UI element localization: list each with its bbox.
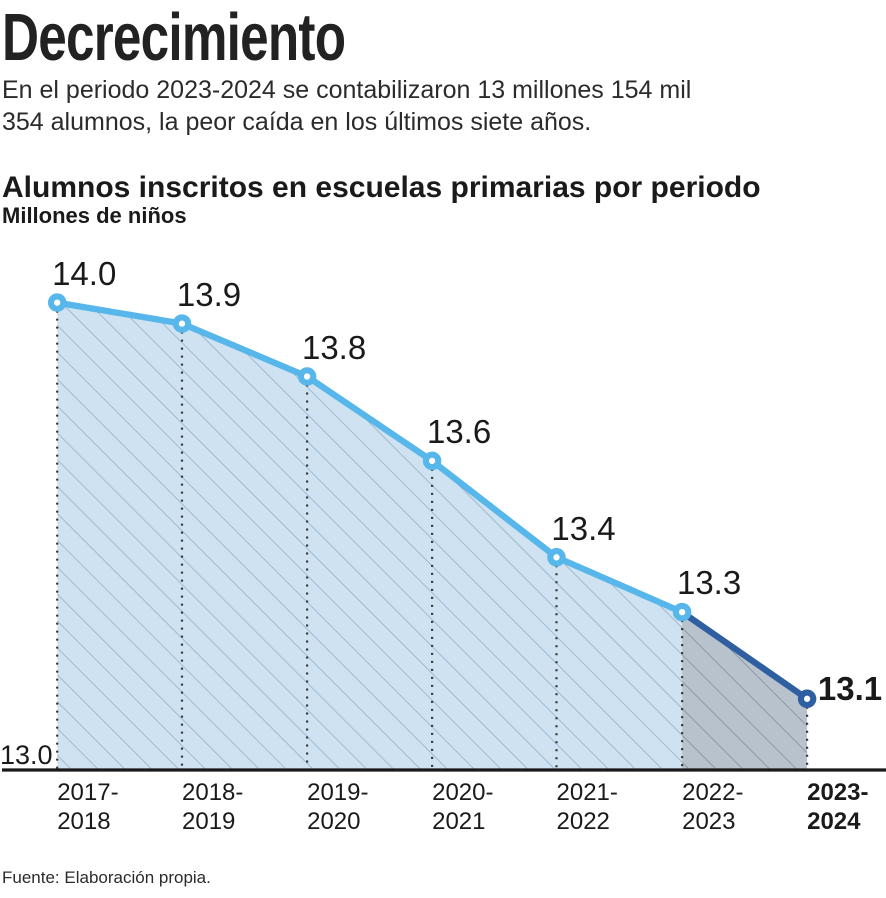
svg-text:2022-: 2022- (682, 779, 743, 806)
svg-text:2021-: 2021- (557, 779, 618, 806)
svg-text:2020: 2020 (307, 808, 360, 835)
svg-text:2017-: 2017- (57, 779, 118, 806)
svg-text:13.9: 13.9 (177, 276, 241, 313)
svg-text:13.3: 13.3 (677, 564, 741, 601)
svg-text:2024: 2024 (807, 808, 861, 835)
svg-text:2023: 2023 (682, 808, 735, 835)
svg-text:13.8: 13.8 (302, 329, 366, 366)
svg-text:2018-: 2018- (182, 779, 243, 806)
svg-text:2023-: 2023- (807, 779, 868, 806)
svg-text:2018: 2018 (57, 808, 110, 835)
svg-text:13.1: 13.1 (818, 670, 882, 707)
svg-text:13.0: 13.0 (0, 740, 53, 770)
svg-text:14.0: 14.0 (52, 255, 116, 292)
svg-text:2019-: 2019- (307, 779, 368, 806)
svg-text:2020-: 2020- (432, 779, 493, 806)
svg-text:2022: 2022 (557, 808, 610, 835)
svg-text:13.6: 13.6 (427, 413, 491, 450)
svg-text:2021: 2021 (432, 808, 485, 835)
svg-text:13.4: 13.4 (551, 510, 615, 547)
svg-text:2019: 2019 (182, 808, 235, 835)
